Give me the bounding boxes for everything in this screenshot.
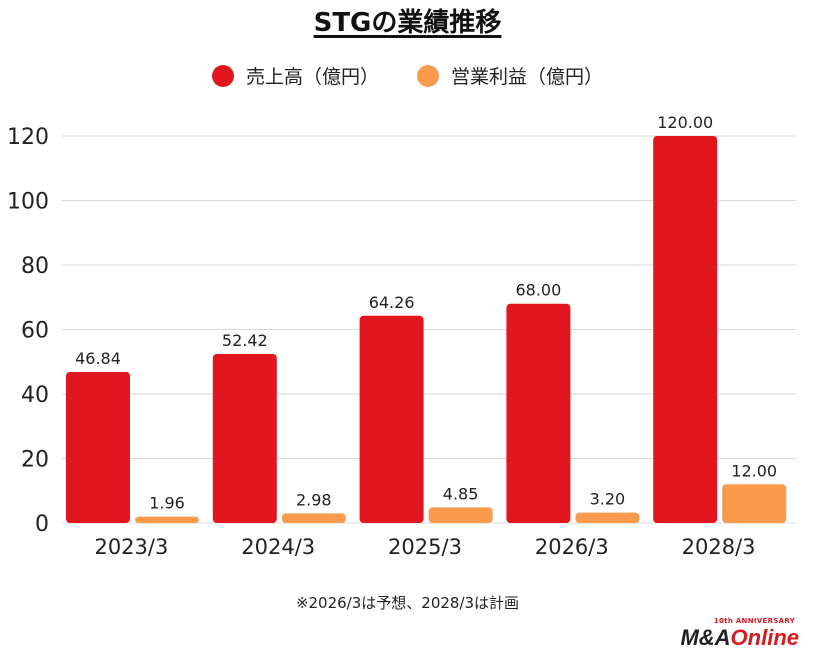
y-tick-label: 80: [21, 254, 49, 279]
data-label: 46.84: [75, 349, 121, 368]
logo-anniversary-text: 10th ANNIVERSARY: [713, 617, 795, 625]
y-tick-label: 0: [35, 512, 49, 537]
bar-sales: [359, 315, 424, 523]
y-tick-label: 20: [21, 448, 49, 473]
x-tick-label: 2028/3: [682, 535, 756, 559]
bar-operating-profit: [135, 516, 199, 523]
bar-sales: [653, 136, 718, 523]
data-label: 2.98: [296, 490, 332, 509]
x-tick-label: 2025/3: [388, 535, 462, 559]
legend-label-sales: 売上高（億円）: [245, 66, 379, 88]
y-tick-label: 60: [21, 319, 49, 344]
x-tick-label: 2024/3: [241, 535, 315, 559]
legend-swatch-sales: [211, 64, 234, 87]
data-label: 120.00: [657, 113, 713, 132]
legend: 売上高（億円） 営業利益（億円）: [0, 62, 815, 89]
data-label: 12.00: [731, 461, 777, 480]
data-label: 52.42: [222, 331, 268, 350]
logo-wordmark: M&AOnline: [680, 625, 799, 650]
data-label: 64.26: [369, 293, 415, 312]
bar-chart: 0 20 40 60 80 100 120 46.84 1.96 2023/3 52.42 2.98 2…: [7, 113, 796, 559]
brand-logo: 10th ANNIVERSARY M&AOnline: [680, 618, 799, 649]
bar-sales: [212, 353, 277, 523]
legend-label-operating-profit: 営業利益（億円）: [451, 66, 604, 88]
chart-title: STGの業績推移: [313, 8, 502, 38]
chart-note: ※2026/3は予想、2028/3は計画: [295, 594, 520, 612]
bar-sales: [66, 371, 130, 523]
x-tick-label: 2026/3: [535, 535, 609, 559]
bar-operating-profit: [281, 513, 346, 523]
y-tick-label: 120: [7, 125, 49, 150]
data-label: 68.00: [515, 281, 561, 300]
bar-sales: [506, 303, 571, 523]
bar-operating-profit: [575, 512, 640, 523]
bar-operating-profit: [722, 484, 787, 523]
y-tick-label: 40: [21, 383, 49, 408]
y-tick-label: 100: [7, 190, 49, 215]
data-label: 4.85: [443, 484, 479, 503]
legend-item-sales: 売上高（億円）: [211, 62, 379, 89]
data-label: 3.20: [590, 490, 626, 509]
x-tick-label: 2023/3: [94, 535, 168, 559]
legend-swatch-operating-profit: [417, 64, 439, 87]
legend-item-operating-profit: 営業利益（億円）: [417, 62, 603, 89]
data-label: 1.96: [149, 494, 185, 513]
bar-operating-profit: [428, 507, 493, 523]
